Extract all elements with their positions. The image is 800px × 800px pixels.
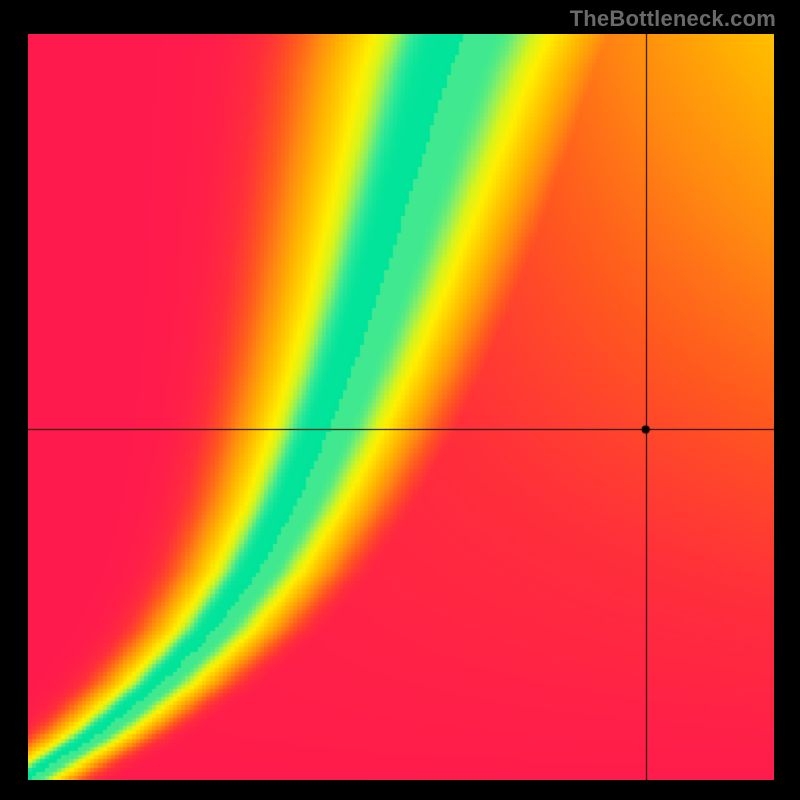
watermark-text: TheBottleneck.com: [570, 6, 776, 32]
root: TheBottleneck.com: [0, 0, 800, 800]
bottleneck-heatmap: [28, 34, 774, 780]
